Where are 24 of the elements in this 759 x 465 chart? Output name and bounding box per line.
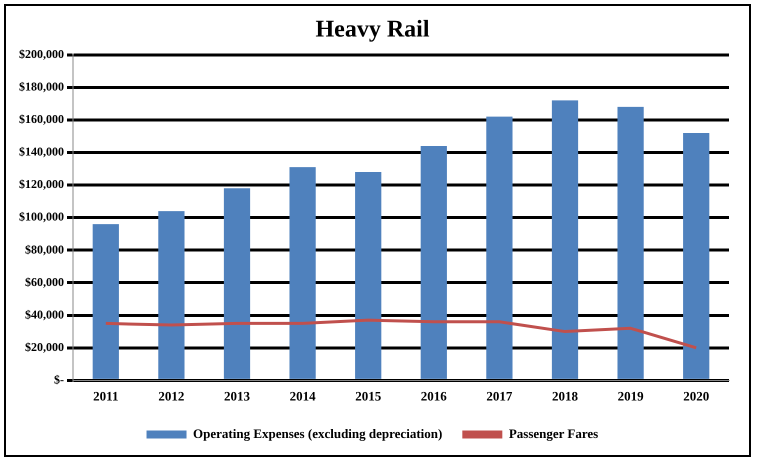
y-tick-label: $40,000 (25, 307, 64, 322)
x-tick-label: 2017 (486, 388, 513, 404)
x-tick-label: 2014 (290, 388, 316, 404)
y-tick-label: $20,000 (25, 340, 64, 354)
y-tick-label: $80,000 (25, 242, 64, 256)
legend-label: Passenger Fares (508, 426, 598, 441)
x-tick-label: 2018 (552, 388, 578, 404)
y-tick-label: $160,000 (19, 112, 64, 126)
x-tick-label: 2019 (618, 388, 644, 404)
x-tick-label: 2020 (683, 388, 710, 404)
y-tick-label: $140,000 (19, 144, 64, 159)
x-tick-label: 2015 (355, 388, 382, 404)
x-tick-label: 2011 (93, 388, 118, 404)
y-tick-label: $120,000 (19, 177, 64, 192)
y-tick-label: $200,000 (19, 46, 64, 61)
x-tick-label: 2013 (224, 388, 250, 404)
y-tick-label: $- (54, 372, 64, 386)
legend-label: Operating Expenses (excluding depreciation) (193, 426, 442, 441)
x-tick-label: 2012 (158, 388, 184, 404)
y-tick-label: $180,000 (19, 79, 64, 94)
y-tick-label: $100,000 (19, 210, 64, 224)
y-tick-label: $60,000 (25, 274, 64, 289)
chart-title: Heavy Rail (316, 16, 430, 43)
x-tick-label: 2016 (420, 388, 448, 404)
